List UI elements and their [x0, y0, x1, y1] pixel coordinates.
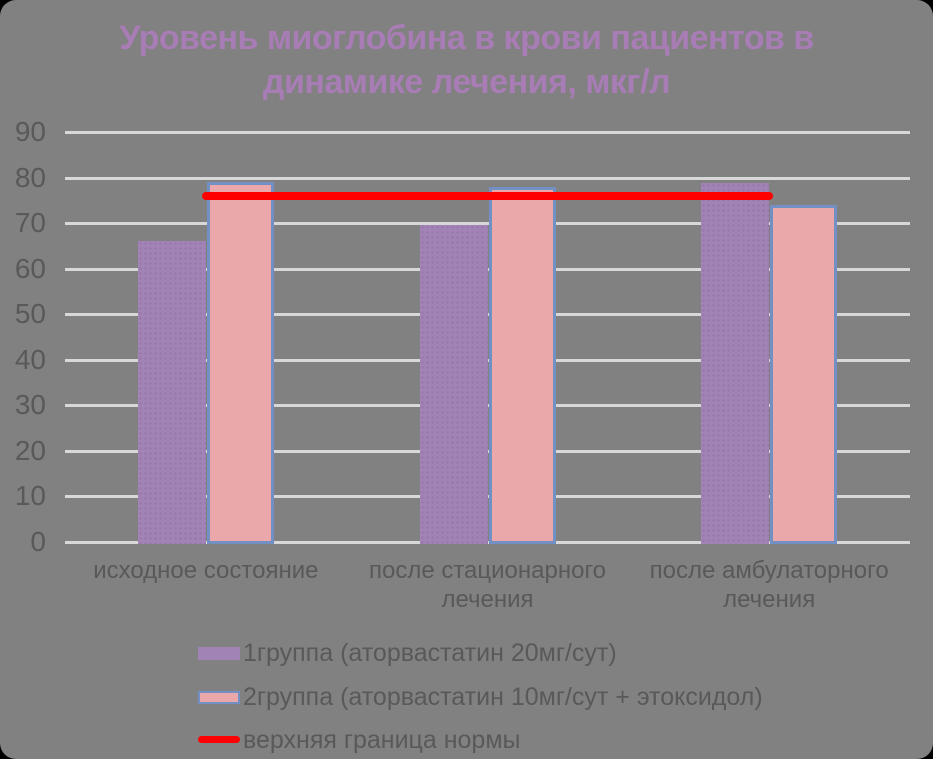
y-axis-tick-label: 30 [14, 389, 46, 421]
bar-group2-cat3 [770, 204, 838, 544]
bar-group2-cat2 [488, 186, 556, 544]
y-axis-tick-label: 0 [30, 526, 46, 557]
chart-title-line-1: Уровень миоглобина в крови пациентов в [119, 19, 814, 57]
chart-title: Уровень миоглобина в крови пациентов в д… [0, 16, 933, 104]
y-axis-tick-label: 90 [14, 116, 46, 147]
gridline [65, 495, 910, 499]
gridline [65, 449, 910, 453]
y-axis-tick-label: 50 [14, 298, 46, 330]
legend-label: верхняя граница нормы [243, 726, 521, 754]
gridline [65, 404, 910, 408]
x-axis-category-label-line: после стационарного [368, 557, 607, 584]
x-axis-category-label-line: лечения [441, 586, 534, 613]
legend-swatch-norm-line [198, 736, 240, 743]
x-axis-category-label-line: лечения [723, 586, 816, 613]
legend-label: 1группа (аторвастатин 20мг/сут) [243, 639, 617, 667]
y-axis-tick-label: 20 [14, 434, 46, 466]
bar-group1-cat1 [137, 241, 206, 544]
x-axis-category-label-line: исходное состояние [93, 557, 319, 584]
y-axis-tick-label: 10 [14, 480, 46, 512]
gridline [65, 267, 910, 271]
y-axis-tick-label: 80 [14, 161, 46, 193]
legend-swatch-group2 [198, 690, 240, 704]
chart-title-line-2: динамике лечения, мкг/л [262, 63, 671, 101]
gridline [65, 541, 910, 544]
x-axis-category-label-line: после амбулаторного [649, 557, 889, 584]
bar-group2-cat1 [206, 182, 274, 544]
bar-group1-cat3 [701, 183, 770, 544]
legend-swatch-group1 [198, 647, 240, 660]
gridline [65, 176, 910, 180]
gridline [65, 358, 910, 362]
gridline [65, 313, 910, 317]
y-axis-tick-label: 40 [14, 343, 46, 375]
legend-label: 2группа (аторвастатин 10мг/сут + этоксид… [243, 682, 763, 711]
gridline [65, 222, 910, 226]
gridline [65, 131, 910, 134]
norm-limit-line [202, 191, 773, 200]
bar-group1-cat2 [419, 225, 488, 544]
y-axis-tick-label: 60 [14, 252, 46, 284]
x-axis-category-label: после амбулаторного лечения [628, 556, 910, 614]
x-axis-category-label: после стационарного лечения [347, 556, 629, 614]
x-axis-category-label: исходное состояние [65, 556, 347, 585]
y-axis-tick-label: 70 [14, 207, 46, 239]
